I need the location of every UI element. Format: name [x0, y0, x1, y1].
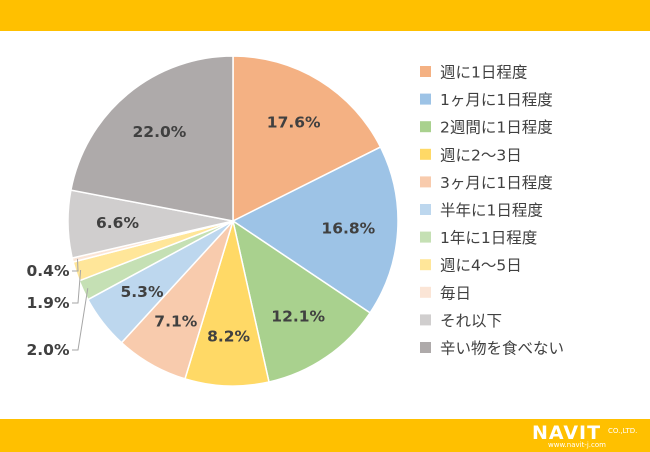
legend-swatch: [420, 93, 431, 105]
legend-label: 半年に1日程度: [440, 202, 543, 220]
pie-slice: [70, 55, 234, 222]
brand-company-suffix: CO.,LTD.: [608, 427, 638, 435]
legend-swatch: [420, 121, 431, 133]
pie-slice: [231, 146, 399, 314]
legend-label: 週に1日程度: [440, 64, 527, 82]
legend-swatch: [420, 286, 431, 298]
slice-label: 16.8%: [321, 219, 375, 237]
legend-label: 3ヶ月に1日程度: [440, 174, 553, 192]
slice-label: 5.3%: [121, 283, 164, 301]
slice-label: 17.6%: [267, 114, 321, 132]
legend-label: 毎日: [440, 284, 471, 302]
leader-lines: [72, 258, 89, 351]
bottom-band: [0, 419, 650, 452]
legend-swatch: [420, 342, 431, 353]
slice-label: 1.9%: [27, 294, 70, 312]
slice-label: 12.1%: [271, 307, 325, 325]
slice-label: 6.6%: [96, 214, 139, 232]
legend-label: それ以下: [440, 312, 502, 330]
legend-label: 週に4〜5日: [440, 257, 522, 275]
brand-url: www.navit-j.com: [548, 441, 606, 449]
leader-line: [72, 269, 82, 304]
leader-line: [72, 258, 79, 272]
legend-swatch: [420, 148, 431, 160]
brand-name: NAVIT: [532, 422, 602, 444]
pie-slice: [232, 55, 382, 223]
slice-label: 8.2%: [207, 327, 250, 345]
slice-label: 2.0%: [27, 341, 70, 359]
legend-label: 辛い物を食べない: [440, 340, 564, 358]
legend-swatch: [420, 231, 431, 243]
top-band: [0, 0, 650, 31]
leader-line: [72, 288, 89, 351]
legend-label: 1年に1日程度: [440, 229, 537, 247]
slice-label: 0.4%: [27, 262, 70, 280]
legend-swatch: [420, 176, 431, 188]
pie-slices: [67, 55, 399, 387]
slice-label: 22.0%: [133, 123, 187, 141]
legend-swatch: [420, 66, 431, 77]
slice-label: 7.1%: [154, 312, 197, 330]
slice-labels: 17.6% 16.8% 12.1% 8.2% 7.1% 5.3% 2.0% 1.9% 0.4% 6…: [27, 114, 376, 359]
legend-label: 週に2〜3日: [440, 146, 522, 164]
legend-swatch: [420, 314, 431, 326]
legend-swatch: [420, 259, 431, 271]
legend-label: 2週間に1日程度: [440, 119, 553, 137]
brand-logo: NAVIT CO.,LTD. www.navit-j.com: [532, 423, 644, 449]
pie-slice: [231, 219, 372, 383]
legend-swatch: [420, 204, 431, 215]
legend-label: 1ヶ月に1日程度: [440, 91, 553, 109]
